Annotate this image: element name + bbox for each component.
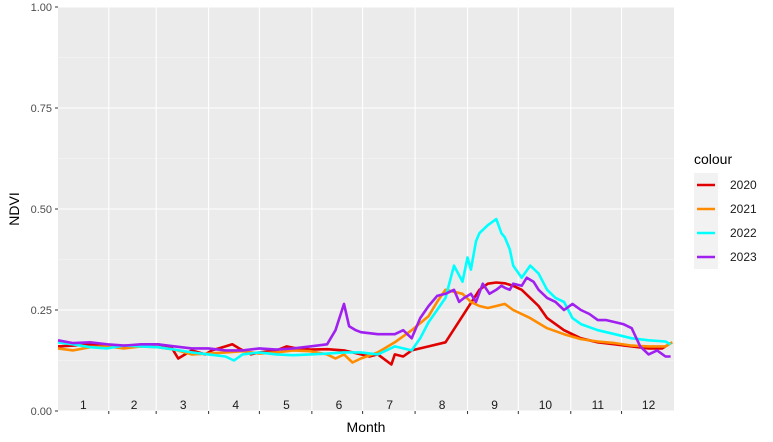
month-label: 9 xyxy=(491,398,498,412)
month-label: 7 xyxy=(386,398,393,412)
month-label: 4 xyxy=(232,398,239,412)
month-label: 3 xyxy=(180,398,187,412)
legend-label-2023: 2023 xyxy=(730,250,757,264)
legend-label-2022: 2022 xyxy=(730,226,757,240)
series-line-2022 xyxy=(57,217,672,362)
minor-gridlines xyxy=(58,57,674,361)
legend-label-2020: 2020 xyxy=(730,178,757,192)
series-line-2023 xyxy=(57,276,671,358)
y-tick-label: 1.00 xyxy=(31,2,52,14)
legend-items: 2020 2021 2022 2023 xyxy=(694,173,757,269)
month-label: 12 xyxy=(642,398,656,412)
y-tick-label: 0.00 xyxy=(31,406,52,418)
month-label: 5 xyxy=(283,398,290,412)
month-label: 6 xyxy=(336,398,343,412)
legend-title: colour xyxy=(694,151,732,167)
y-tick-label: 0.25 xyxy=(31,305,52,317)
x-axis-title: Month xyxy=(347,419,386,435)
month-labels: 1 2 3 4 5 6 7 8 9 10 11 12 xyxy=(80,398,656,412)
y-axis: 0.00 0.25 0.50 0.75 1.00 xyxy=(31,2,58,418)
month-label: 1 xyxy=(80,398,87,412)
y-tick-label: 0.75 xyxy=(31,103,52,115)
y-axis-title: NDVI xyxy=(6,192,22,225)
month-label: 8 xyxy=(439,398,446,412)
month-label: 11 xyxy=(592,398,605,412)
series-lines xyxy=(57,217,673,366)
x-axis xyxy=(108,411,623,414)
legend: colour 2020 2021 2022 2023 xyxy=(694,151,757,269)
month-label: 2 xyxy=(131,398,138,412)
legend-label-2021: 2021 xyxy=(730,202,757,216)
month-label: 10 xyxy=(539,398,553,412)
y-tick-label: 0.50 xyxy=(31,204,52,216)
